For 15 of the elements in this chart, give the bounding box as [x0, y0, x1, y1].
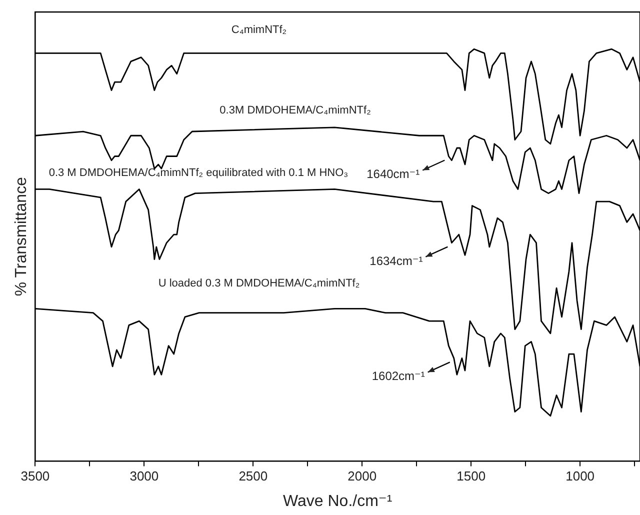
x-tick-label: 1000 — [566, 468, 595, 484]
x-tick-label: 1500 — [456, 468, 486, 484]
annotation: 1634cm⁻¹ — [370, 254, 423, 268]
annotation: 1640cm⁻¹ — [366, 167, 420, 182]
series-label: 0.3M DMDOHEMA/C₄mimNTf₂ — [220, 104, 371, 117]
x-tick-label: 3000 — [130, 468, 159, 484]
series-label: 0.3 M DMDOHEMA/C₄mimNTf₂ equilibrated with 0.1 M HNO₃ — [48, 167, 348, 180]
x-tick-label: 2500 — [238, 468, 268, 484]
series-label: U loaded 0.3 M DMDOHEMA/C₄mimNTf₂ — [158, 278, 360, 290]
x-tick-label: 3500 — [20, 468, 50, 484]
series-label: C₄mimNTf₂ — [231, 24, 287, 36]
annotation: 1602cm⁻¹ — [372, 369, 425, 384]
x-tick-label: 2000 — [348, 468, 377, 484]
y-axis-title: % Transmittance — [13, 176, 30, 296]
x-axis-title: Wave No./cm⁻¹ — [283, 492, 392, 510]
